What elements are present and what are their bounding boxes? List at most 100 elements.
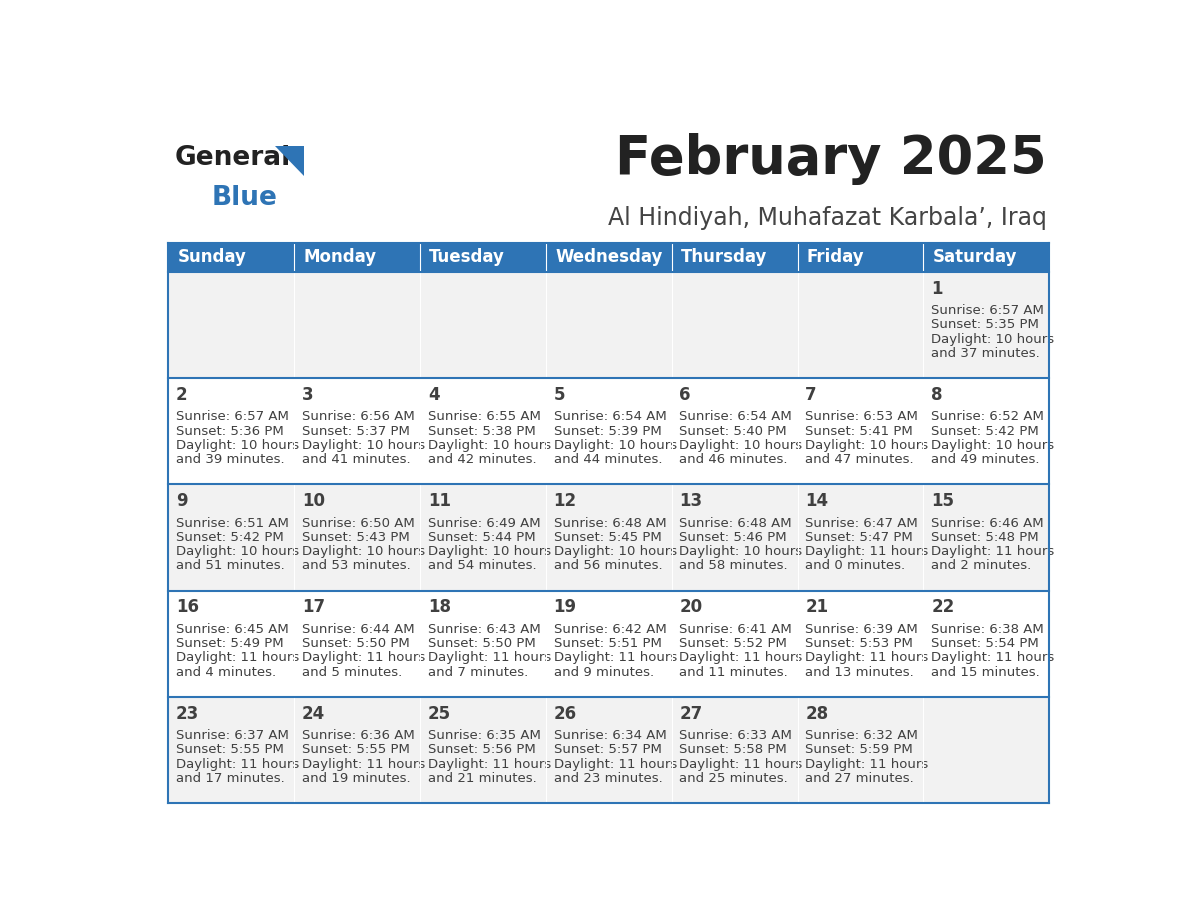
Bar [671, 378, 797, 485]
Text: and 27 minutes.: and 27 minutes. [805, 772, 914, 785]
Text: Sunrise: 6:48 AM: Sunrise: 6:48 AM [680, 517, 792, 530]
Text: Daylight: 11 hours: Daylight: 11 hours [428, 652, 551, 665]
Text: Sunrise: 6:38 AM: Sunrise: 6:38 AM [931, 623, 1044, 636]
Bar [671, 697, 797, 803]
Text: Sunset: 5:54 PM: Sunset: 5:54 PM [931, 637, 1038, 650]
Text: Friday: Friday [807, 248, 865, 266]
Bar [797, 272, 923, 378]
Text: Sunset: 5:45 PM: Sunset: 5:45 PM [554, 531, 662, 544]
Text: Sunrise: 6:35 AM: Sunrise: 6:35 AM [428, 729, 541, 743]
Bar [295, 485, 421, 590]
Text: Sunset: 5:43 PM: Sunset: 5:43 PM [302, 531, 410, 544]
Text: Wednesday: Wednesday [555, 248, 663, 266]
Text: 9: 9 [176, 492, 188, 510]
Bar [671, 590, 797, 697]
Text: and 39 minutes.: and 39 minutes. [176, 453, 285, 466]
Text: Sunset: 5:52 PM: Sunset: 5:52 PM [680, 637, 788, 650]
Text: Sunrise: 6:34 AM: Sunrise: 6:34 AM [554, 729, 666, 743]
Text: and 54 minutes.: and 54 minutes. [428, 559, 537, 573]
Text: 12: 12 [554, 492, 576, 510]
Text: and 23 minutes.: and 23 minutes. [554, 772, 663, 785]
Text: and 2 minutes.: and 2 minutes. [931, 559, 1031, 573]
Polygon shape [274, 146, 304, 175]
Text: Sunset: 5:46 PM: Sunset: 5:46 PM [680, 531, 788, 544]
Text: Daylight: 11 hours: Daylight: 11 hours [554, 757, 677, 771]
Text: and 47 minutes.: and 47 minutes. [805, 453, 914, 466]
Text: Sunrise: 6:49 AM: Sunrise: 6:49 AM [428, 517, 541, 530]
Text: 3: 3 [302, 386, 314, 404]
Text: Daylight: 11 hours: Daylight: 11 hours [805, 545, 929, 558]
Bar [797, 485, 923, 590]
Text: Sunrise: 6:33 AM: Sunrise: 6:33 AM [680, 729, 792, 743]
Bar [671, 272, 797, 378]
Bar [923, 485, 1049, 590]
Text: Daylight: 11 hours: Daylight: 11 hours [176, 757, 299, 771]
Text: 22: 22 [931, 599, 954, 616]
Text: and 25 minutes.: and 25 minutes. [680, 772, 788, 785]
Text: Daylight: 11 hours: Daylight: 11 hours [805, 757, 929, 771]
Text: 15: 15 [931, 492, 954, 510]
Text: and 7 minutes.: and 7 minutes. [428, 666, 527, 678]
Text: and 21 minutes.: and 21 minutes. [428, 772, 537, 785]
Text: and 9 minutes.: and 9 minutes. [554, 666, 653, 678]
Text: 27: 27 [680, 705, 703, 722]
Text: and 41 minutes.: and 41 minutes. [302, 453, 411, 466]
Text: Daylight: 10 hours: Daylight: 10 hours [302, 439, 425, 452]
Text: Sunrise: 6:37 AM: Sunrise: 6:37 AM [176, 729, 289, 743]
Text: 1: 1 [931, 280, 942, 297]
Text: Sunrise: 6:53 AM: Sunrise: 6:53 AM [805, 410, 918, 423]
Bar [923, 272, 1049, 378]
Text: Tuesday: Tuesday [429, 248, 505, 266]
Bar [797, 378, 923, 485]
Text: General: General [175, 145, 291, 171]
Text: Sunset: 5:36 PM: Sunset: 5:36 PM [176, 425, 284, 438]
Text: Daylight: 10 hours: Daylight: 10 hours [176, 439, 299, 452]
Text: 4: 4 [428, 386, 440, 404]
Text: and 17 minutes.: and 17 minutes. [176, 772, 285, 785]
Text: 26: 26 [554, 705, 576, 722]
Bar [169, 242, 295, 272]
Bar [421, 378, 546, 485]
Text: Daylight: 10 hours: Daylight: 10 hours [428, 439, 551, 452]
Bar [923, 242, 1049, 272]
Text: Sunrise: 6:56 AM: Sunrise: 6:56 AM [302, 410, 415, 423]
Text: and 53 minutes.: and 53 minutes. [302, 559, 411, 573]
Text: Sunrise: 6:46 AM: Sunrise: 6:46 AM [931, 517, 1044, 530]
Text: Sunset: 5:49 PM: Sunset: 5:49 PM [176, 637, 284, 650]
Text: 25: 25 [428, 705, 451, 722]
Text: Sunrise: 6:47 AM: Sunrise: 6:47 AM [805, 517, 918, 530]
Text: Sunset: 5:59 PM: Sunset: 5:59 PM [805, 744, 914, 756]
Text: Daylight: 10 hours: Daylight: 10 hours [302, 545, 425, 558]
Bar [797, 242, 923, 272]
Text: and 44 minutes.: and 44 minutes. [554, 453, 662, 466]
Text: Sunset: 5:50 PM: Sunset: 5:50 PM [302, 637, 410, 650]
Bar [546, 697, 671, 803]
Text: and 58 minutes.: and 58 minutes. [680, 559, 788, 573]
Text: and 0 minutes.: and 0 minutes. [805, 559, 905, 573]
Text: Sunrise: 6:39 AM: Sunrise: 6:39 AM [805, 623, 918, 636]
Text: Sunset: 5:42 PM: Sunset: 5:42 PM [176, 531, 284, 544]
Bar [546, 378, 671, 485]
Text: Daylight: 10 hours: Daylight: 10 hours [176, 545, 299, 558]
Text: Daylight: 11 hours: Daylight: 11 hours [302, 757, 425, 771]
Text: Daylight: 11 hours: Daylight: 11 hours [680, 652, 803, 665]
Text: 17: 17 [302, 599, 326, 616]
Text: Sunrise: 6:45 AM: Sunrise: 6:45 AM [176, 623, 289, 636]
Text: Sunset: 5:37 PM: Sunset: 5:37 PM [302, 425, 410, 438]
Bar [169, 272, 295, 378]
Text: Sunrise: 6:54 AM: Sunrise: 6:54 AM [554, 410, 666, 423]
Text: Daylight: 11 hours: Daylight: 11 hours [931, 652, 1055, 665]
Text: 5: 5 [554, 386, 565, 404]
Text: and 13 minutes.: and 13 minutes. [805, 666, 914, 678]
Text: and 42 minutes.: and 42 minutes. [428, 453, 537, 466]
Text: Sunrise: 6:36 AM: Sunrise: 6:36 AM [302, 729, 415, 743]
Text: Daylight: 10 hours: Daylight: 10 hours [931, 439, 1054, 452]
Text: Sunset: 5:48 PM: Sunset: 5:48 PM [931, 531, 1038, 544]
Text: Sunrise: 6:43 AM: Sunrise: 6:43 AM [428, 623, 541, 636]
Text: Sunset: 5:53 PM: Sunset: 5:53 PM [805, 637, 914, 650]
Text: Sunday: Sunday [178, 248, 247, 266]
Bar [797, 590, 923, 697]
Text: 10: 10 [302, 492, 326, 510]
Text: Sunset: 5:47 PM: Sunset: 5:47 PM [805, 531, 914, 544]
Text: Saturday: Saturday [933, 248, 1017, 266]
